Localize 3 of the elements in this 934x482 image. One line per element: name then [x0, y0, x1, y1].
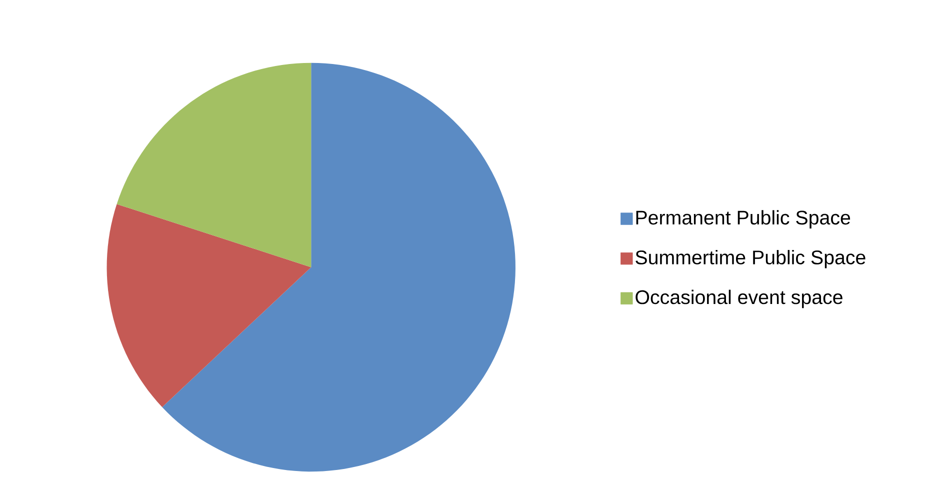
legend-label: Permanent Public Space: [636, 210, 850, 228]
legend-label: Summertime Public Space: [636, 250, 866, 268]
legend-label: Occasional event space: [636, 290, 842, 308]
